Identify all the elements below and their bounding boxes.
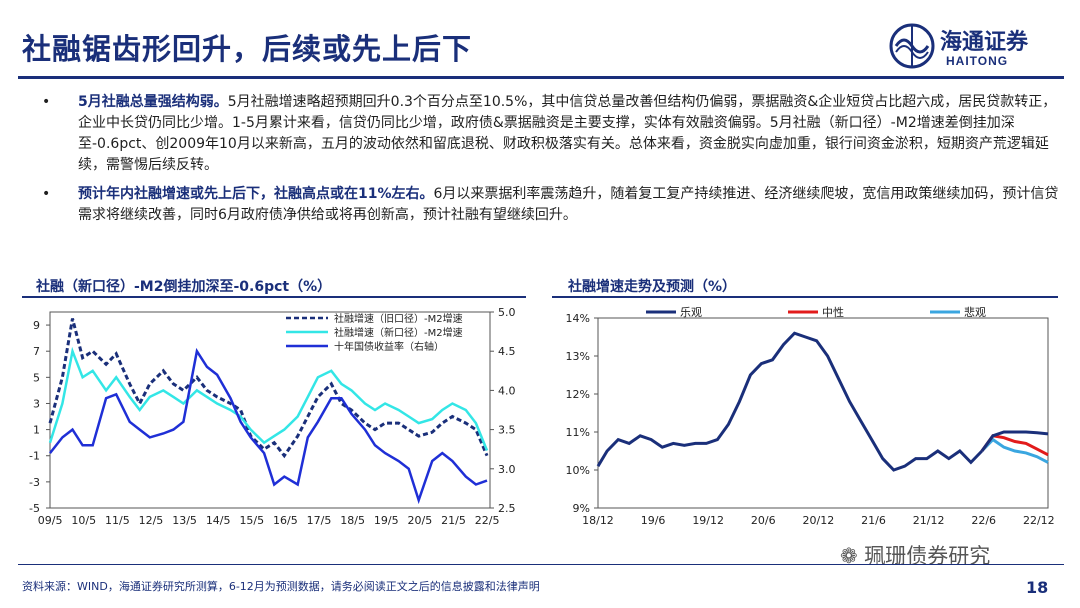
x-tick-label: 21/6 xyxy=(861,514,886,527)
x-tick-label: 18/12 xyxy=(582,514,614,527)
chart-left-title-rule xyxy=(22,296,526,298)
x-tick-label: 15/5 xyxy=(239,514,264,527)
x-tick-label: 20/6 xyxy=(751,514,776,527)
y-right-tick-label: 3.0 xyxy=(498,463,516,476)
footer-rule xyxy=(18,564,1064,565)
y-left-tick-label: 9 xyxy=(33,319,40,332)
x-tick-label: 12/5 xyxy=(139,514,164,527)
y-left-tick-label: 1 xyxy=(33,424,40,437)
bullet-list: • 5月社融总量强结构弱。5月社融增速略超预期回升0.3个百分点至10.5%，其… xyxy=(28,92,1063,234)
x-tick-label: 21/5 xyxy=(441,514,466,527)
x-tick-label: 13/5 xyxy=(172,514,197,527)
wechat-watermark: ❁ 珮珊债券研究 xyxy=(840,540,990,570)
y-right-tick-label: 4.5 xyxy=(498,345,516,358)
y-right-tick-label: 5.0 xyxy=(498,306,516,319)
x-tick-label: 22/6 xyxy=(971,514,996,527)
x-tick-label: 19/5 xyxy=(374,514,399,527)
y-right-tick-label: 4.0 xyxy=(498,384,516,397)
logo-text-cn: 海通证券 xyxy=(940,29,1029,55)
forecast-line-乐观 xyxy=(980,430,1049,452)
y-tick-label: 10% xyxy=(566,464,590,477)
y-left-tick-label: -3 xyxy=(29,476,40,489)
series-line-1 xyxy=(48,318,489,459)
slide-title: 社融锯齿形回升，后续或先上后下 xyxy=(22,32,473,66)
legend-label: 十年国债收益率（右轴） xyxy=(334,340,444,353)
legend-label: 社融增速（新口径）-M2增速 xyxy=(334,326,463,339)
y-tick-label: 13% xyxy=(566,350,590,363)
source-footnote: 资料来源：WIND，海通证券研究所测算，6-12月为预测数据，请务必阅读正文之后… xyxy=(22,580,540,593)
x-tick-label: 10/5 xyxy=(71,514,96,527)
y-left-tick-label: 5 xyxy=(33,371,40,384)
x-tick-label: 22/5 xyxy=(475,514,500,527)
logo-mark-icon xyxy=(889,23,935,69)
y-tick-label: 14% xyxy=(566,312,590,325)
y-tick-label: 11% xyxy=(566,426,590,439)
title-underline xyxy=(18,76,1064,79)
series-line-2 xyxy=(48,346,489,451)
y-left-tick-label: 3 xyxy=(33,397,40,410)
haitong-logo: 海通证券 HAITONG xyxy=(888,22,1048,74)
forecast-line-悲观 xyxy=(980,437,1049,464)
plot-frame xyxy=(597,317,1049,509)
y-left-tick-label: -1 xyxy=(29,450,40,463)
bullet-body: 6月以来票据利率震荡趋升，随着复工复产持续推进、经济继续爬坡，宽信用政策继续加码… xyxy=(78,186,1059,223)
legend-label: 乐观 xyxy=(680,306,702,319)
x-tick-label: 16/5 xyxy=(273,514,298,527)
legend-label: 中性 xyxy=(822,305,844,319)
x-tick-label: 18/5 xyxy=(340,514,365,527)
chart-right: 14% 13% 12% 11% 10% 9%18/12 19/6 19/12 20/6 20/12… xyxy=(566,305,1055,527)
bullet-body: 5月社融增速略超预期回升0.3个百分点至10.5%，其中信贷总量改善但结构仍偏弱… xyxy=(78,94,1057,173)
y-left-tick-label: -5 xyxy=(29,502,40,515)
x-tick-label: 14/5 xyxy=(206,514,231,527)
bullet-marker: • xyxy=(42,94,51,110)
bullet-item: • 预计年内社融增速或先上后下，社融高点或在11%左右。6月以来票据利率震荡趋升… xyxy=(28,184,1063,226)
series-line-3 xyxy=(49,347,488,505)
x-tick-label: 19/12 xyxy=(692,514,724,527)
bullet-item: • 5月社融总量强结构弱。5月社融增速略超预期回升0.3个百分点至10.5%，其… xyxy=(28,92,1063,176)
bullet-heading: 预计年内社融增速或先上后下，社融高点或在11%左右。 xyxy=(78,186,434,202)
x-tick-label: 20/5 xyxy=(408,514,433,527)
x-tick-label: 21/12 xyxy=(913,514,945,527)
chart-right-title-rule xyxy=(552,296,1058,298)
x-tick-label: 17/5 xyxy=(307,514,332,527)
x-tick-label: 09/5 xyxy=(38,514,63,527)
y-tick-label: 9% xyxy=(573,502,590,515)
plot-frame xyxy=(49,311,491,509)
chart-right-title: 社融增速走势及预测（%） xyxy=(568,279,737,295)
bullet-marker: • xyxy=(42,186,51,202)
y-left-tick-label: 7 xyxy=(33,345,40,358)
logo-text-en: HAITONG xyxy=(946,54,1009,68)
series-line-history xyxy=(596,331,983,472)
legend-label: 社融增速（旧口径）-M2增速 xyxy=(334,312,463,325)
y-right-tick-label: 3.5 xyxy=(498,424,516,437)
wechat-icon: ❁ xyxy=(840,544,865,568)
y-tick-label: 12% xyxy=(566,388,590,401)
chart-left-title: 社融（新口径）-M2倒挂加深至-0.6pct（%） xyxy=(36,279,332,295)
legend-label: 悲观 xyxy=(964,305,986,319)
chart-left: 9 7 5 3 1 -1 -3 -5 5.0 4.5 4.0 3.5 3.0 2.5 09/5 10/5 11/… xyxy=(29,306,516,527)
x-tick-label: 11/5 xyxy=(105,514,130,527)
page-number: 18 xyxy=(1026,578,1049,597)
bullet-heading: 5月社融总量强结构弱。 xyxy=(78,94,228,110)
x-tick-label: 19/6 xyxy=(641,514,666,527)
x-tick-label: 20/12 xyxy=(803,514,835,527)
y-right-tick-label: 2.5 xyxy=(498,502,516,515)
x-tick-label: 22/12 xyxy=(1023,514,1055,527)
